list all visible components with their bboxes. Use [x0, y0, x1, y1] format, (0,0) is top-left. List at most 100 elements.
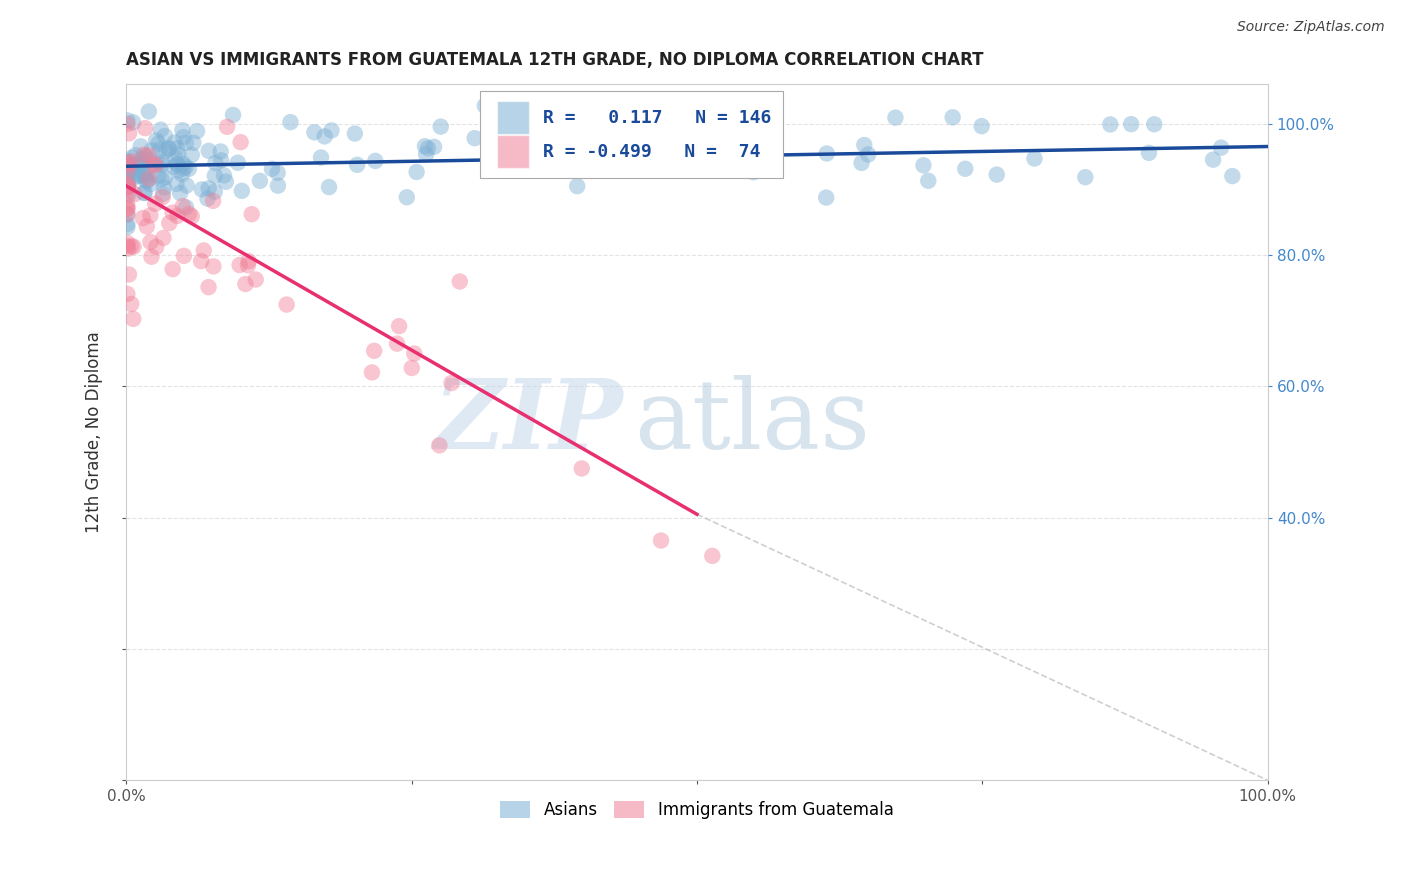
Point — [226, 155, 249, 169]
Point — [146, 169, 169, 183]
Point — [180, 148, 202, 162]
Point — [240, 207, 263, 221]
Point — [481, 148, 503, 162]
Point — [136, 153, 159, 167]
Point — [162, 262, 184, 277]
Point — [970, 119, 993, 133]
Point — [346, 158, 368, 172]
FancyBboxPatch shape — [479, 91, 783, 178]
Point — [139, 177, 162, 191]
Point — [135, 174, 157, 188]
Point — [1143, 117, 1166, 131]
Point — [117, 235, 139, 250]
Point — [120, 297, 142, 311]
Point — [186, 124, 208, 138]
Point — [180, 210, 202, 224]
Point — [177, 161, 200, 176]
Point — [986, 168, 1008, 182]
Point — [117, 180, 139, 194]
Point — [650, 533, 672, 548]
Point — [118, 268, 141, 282]
Point — [172, 199, 194, 213]
Point — [404, 346, 426, 360]
Point — [117, 117, 139, 131]
Point — [162, 160, 184, 174]
Point — [212, 169, 235, 183]
Point — [146, 157, 169, 171]
Point — [401, 361, 423, 376]
Point — [117, 155, 139, 169]
Point — [157, 216, 180, 230]
Point — [361, 365, 384, 379]
Point — [167, 147, 190, 161]
Bar — [498, 101, 529, 135]
Point — [143, 196, 166, 211]
Text: atlas: atlas — [634, 375, 870, 469]
Point — [538, 154, 561, 169]
Text: ZIP: ZIP — [433, 375, 623, 469]
Point — [117, 287, 139, 301]
Point — [153, 128, 176, 143]
Point — [1202, 153, 1225, 167]
Point — [440, 376, 463, 390]
Point — [117, 168, 139, 182]
Point — [238, 254, 260, 268]
Point — [117, 202, 139, 216]
Point — [132, 147, 155, 161]
Point — [405, 165, 427, 179]
Point — [209, 145, 232, 159]
Point — [134, 186, 156, 200]
Point — [117, 163, 139, 178]
Point — [609, 152, 631, 166]
Point — [139, 235, 162, 249]
Point — [128, 169, 150, 183]
Point — [132, 166, 155, 180]
Point — [249, 174, 271, 188]
Point — [702, 549, 724, 563]
Point — [197, 181, 219, 195]
Point — [260, 161, 283, 176]
Point — [1074, 170, 1097, 185]
Point — [176, 178, 198, 193]
Point — [222, 108, 245, 122]
Point — [122, 240, 145, 254]
Point — [121, 158, 143, 172]
Point — [117, 239, 139, 253]
Point — [567, 179, 589, 194]
Point — [117, 179, 139, 194]
Point — [177, 207, 200, 221]
Point — [117, 180, 139, 194]
Point — [172, 161, 194, 176]
Point — [942, 111, 965, 125]
Point — [129, 156, 152, 170]
Point — [429, 120, 451, 134]
Point — [280, 115, 302, 129]
Text: Source: ZipAtlas.com: Source: ZipAtlas.com — [1237, 20, 1385, 34]
Point — [229, 135, 252, 149]
Point — [143, 158, 166, 172]
Point — [134, 168, 156, 182]
Point — [917, 174, 939, 188]
Point — [1099, 117, 1122, 131]
Point — [166, 209, 188, 223]
Point — [166, 157, 188, 171]
Point — [135, 170, 157, 185]
Point — [120, 154, 142, 169]
Point — [231, 184, 253, 198]
Point — [150, 172, 173, 186]
Point — [742, 165, 765, 179]
Point — [474, 99, 496, 113]
Point — [122, 312, 145, 326]
Point — [321, 123, 343, 137]
Point — [172, 123, 194, 137]
Point — [152, 231, 174, 245]
Point — [132, 186, 155, 200]
Point — [395, 190, 418, 204]
Point — [117, 169, 139, 183]
Point — [125, 166, 148, 180]
Bar — [498, 135, 529, 169]
Point — [215, 120, 238, 134]
Point — [167, 163, 190, 178]
Point — [174, 160, 197, 174]
Point — [215, 175, 238, 189]
